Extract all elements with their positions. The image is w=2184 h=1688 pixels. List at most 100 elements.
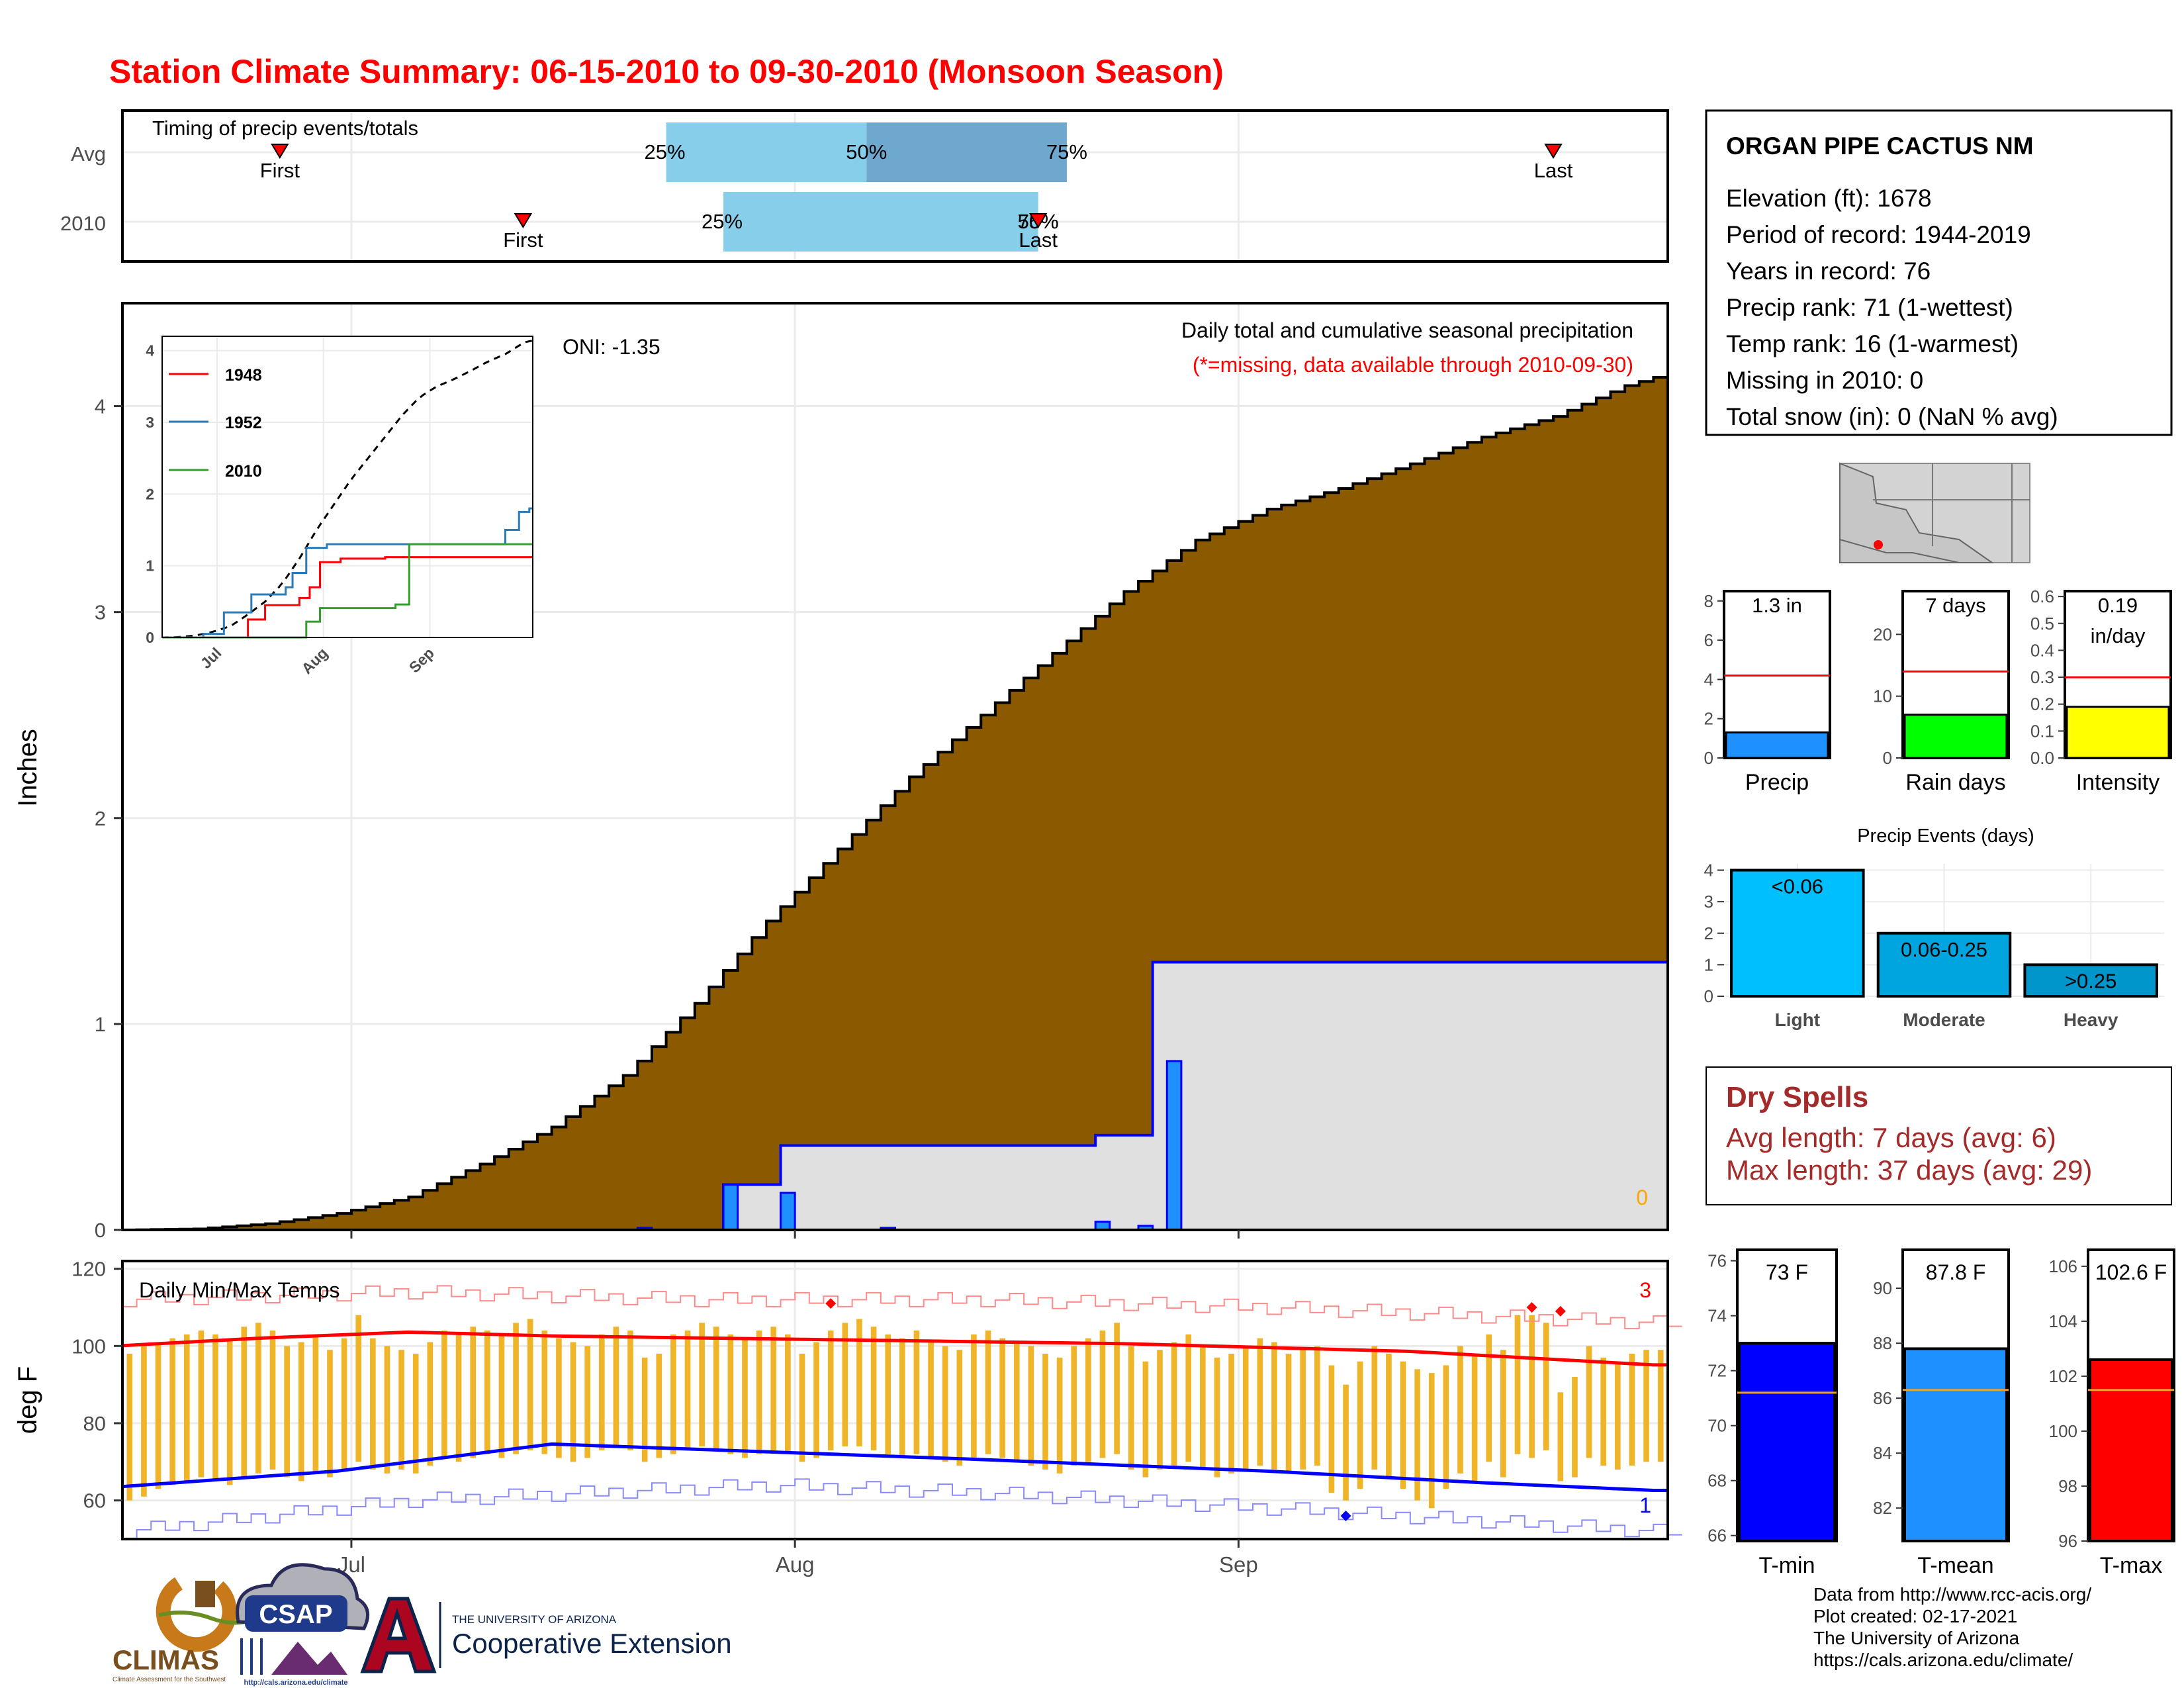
temp-sum-tick-label: 88 [1873,1333,1892,1353]
ua-logo-small-text: THE UNIVERSITY OF ARIZONA [452,1613,617,1626]
daily-temp-bar [570,1342,576,1462]
temp-xtick-label: Sep [1219,1552,1258,1577]
daily-temp-bar [1586,1346,1592,1458]
temp-ytick-label: 100 [71,1335,106,1358]
daily-temp-bar [1486,1334,1492,1462]
temp-sum-value-label: 73 F [1766,1260,1808,1284]
daily-temp-bar [513,1323,519,1454]
credit-line-data: Data from http://www.rcc-acis.org/ [1813,1584,2091,1605]
events-bar-label: >0.25 [2065,969,2116,992]
timing-title: Timing of precip events/totals [152,117,418,140]
legend-label-1952: 1952 [225,414,262,432]
daily-temp-bar [1257,1338,1263,1466]
temperature-summary-bars: 66 68 70 72 74 76 73 F T-min 82 84 86 88 90 87.8 F T-m… [1707,1248,2175,1578]
daily-temp-bar [427,1342,433,1466]
daily-temp-bar [1157,1350,1163,1470]
stat-bar-tick-label: 20 [1873,624,1892,644]
daily-temp-bar [1128,1346,1134,1470]
daily-temp-bar [355,1315,362,1462]
daily-temp-bar [1357,1361,1363,1489]
daily-temp-bar [713,1327,719,1450]
daily-temp-bar [241,1327,248,1477]
events-title: Precip Events (days) [1857,825,2034,847]
daily-temp-bar [1543,1323,1549,1450]
precip-panel: 0 1 2 3 4 Inches Daily total and cumulative … [13,302,1669,1242]
daily-temp-bar [198,1331,205,1477]
credit-line-university: The University of Arizona [1813,1628,2020,1648]
temp-sum-tick-label: 106 [2049,1256,2077,1276]
daily-temp-bar [1171,1342,1177,1466]
temp-sum-tick-label: 68 [1707,1471,1727,1491]
precip-ylabel: Inches [13,729,42,807]
daily-temp-bar [412,1354,419,1474]
dry-spells-border [1706,1066,2172,1205]
temp-ylabel: deg F [13,1366,42,1434]
inset-ytick-label: 1 [146,557,154,575]
stat-bar-value [1725,731,1829,759]
temp-ytick-label: 60 [83,1489,106,1513]
daily-temp-bar [756,1331,762,1454]
daily-temp-bar [842,1323,848,1446]
daily-temp-bar [785,1334,791,1454]
daily-temp-bar [613,1327,619,1446]
daily-temp-bar [1471,1354,1478,1481]
temp-xtick-label: Aug [776,1552,815,1577]
daily-temp-bar [627,1331,633,1450]
csap-logo-badge [245,1595,347,1632]
daily-temp-bar [1371,1346,1378,1470]
temp-sum-name: T-mean [1917,1553,1993,1578]
season-stat-bars: 0 2 4 6 8 1.3 in Precip 0 10 20 7 days Rain days 0.0… [1704,586,2172,795]
temp-sum-tick-label: 72 [1707,1361,1727,1381]
daily-temp-bar [1300,1350,1306,1470]
record-low-count: 1 [1639,1493,1651,1517]
daily-temp-bar [1400,1361,1406,1489]
stat-bar-tick-label: 2 [1704,709,1713,729]
timing-label-first: First [503,228,543,252]
daily-temp-bar [155,1342,161,1489]
temp-sum-tick-label: 66 [1707,1526,1727,1546]
station-line-missing: Missing in 2010: 0 [1726,367,1923,394]
daily-precip-bars [636,1060,1183,1231]
stat-bar-name: Rain days [1905,770,2005,795]
precip-panel-border [121,302,1669,1231]
station-line-elevation: Elevation (ft): 1678 [1726,185,1932,212]
inset-ytick-label: 3 [146,414,154,431]
csap-logo-subtext: http://cals.arizona.edu/climate [244,1679,347,1687]
daily-temp-bar [327,1350,333,1477]
daily-temp-bar [971,1334,977,1458]
location-map [1839,462,2030,563]
precip-ytick-label: 4 [95,395,106,418]
daily-temp-bar [1615,1361,1621,1470]
daily-temp-bar [1529,1315,1535,1458]
temp-ytick-label: 80 [83,1412,106,1435]
events-category-label: Light [1775,1009,1820,1030]
daily-temp-bar [1443,1365,1449,1489]
timing-bar-25-50 [666,122,867,182]
timing-panel-border [121,109,1669,263]
stat-bar-tick-label: 0.4 [2030,640,2054,660]
csap-logo-mountain [271,1642,347,1675]
station-line-snow: Total snow (in): 0 (NaN % avg) [1726,403,2058,430]
stat-bar-tick-label: 6 [1704,630,1713,650]
stat-bar-value-label: 7 days [1925,594,1985,617]
record-high-count: 3 [1639,1278,1651,1302]
station-line-years: Years in record: 76 [1726,258,1931,285]
daily-temp-bar [584,1346,590,1458]
timing-marker-last [1544,144,1563,159]
timing-label-first: First [260,159,300,182]
record-low-line [122,1478,1682,1539]
temp-sum-value-label: 102.6 F [2095,1260,2167,1284]
average-min-line [122,1442,1668,1492]
events-category-label: Heavy [2064,1009,2118,1030]
record-low-point [1340,1511,1351,1521]
precip-ytick-label: 3 [95,601,106,624]
daily-temp-bar [1142,1361,1149,1477]
timing-row-2010-label: 2010 [60,212,106,235]
daily-temp-bar [942,1346,948,1462]
temp-panel-border [121,1260,1669,1540]
daily-temp-bar [384,1346,390,1474]
timing-marker-last [1028,213,1048,228]
daily-temp-bar [827,1331,834,1450]
temp-sum-tick-label: 98 [2058,1476,2077,1496]
